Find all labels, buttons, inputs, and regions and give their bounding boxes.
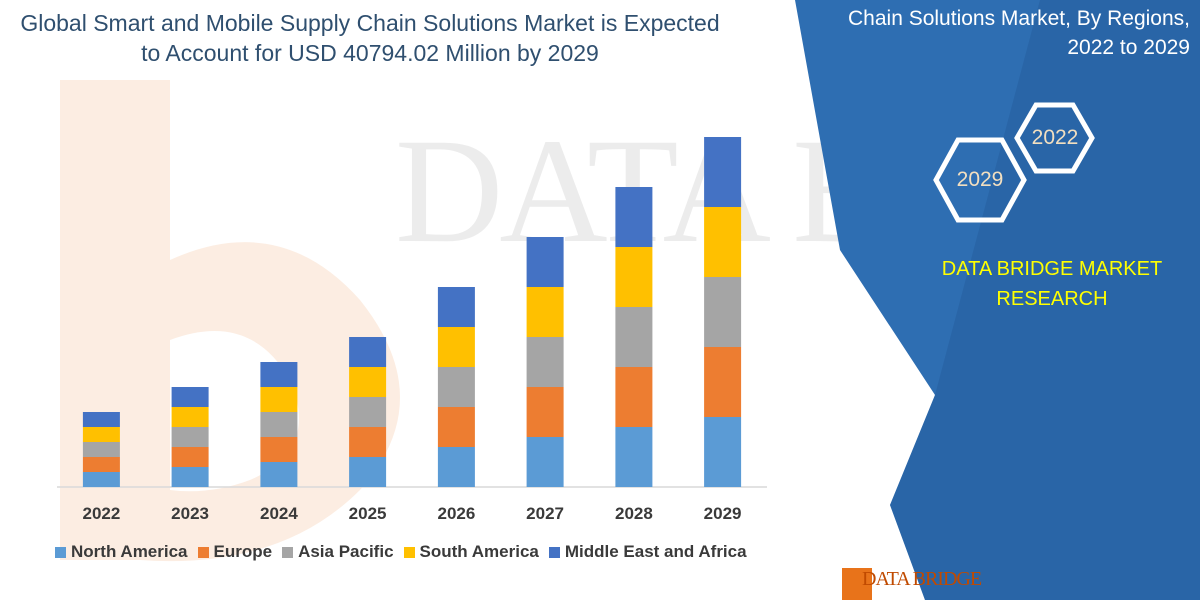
chart-title: Global Smart and Mobile Supply Chain Sol… <box>0 8 740 68</box>
x-tick-label: 2027 <box>526 504 564 523</box>
bar-segment <box>615 367 653 427</box>
bar-segment <box>704 417 742 487</box>
legend-item: South America <box>403 542 539 562</box>
bar-segment <box>526 387 564 437</box>
bar-segment <box>437 327 475 367</box>
bar-segment <box>171 467 209 487</box>
bar-segment <box>260 362 298 387</box>
bar-segment <box>82 442 120 457</box>
bar-segment <box>615 247 653 307</box>
x-tick-label: 2024 <box>260 504 298 523</box>
legend-item: North America <box>55 542 188 562</box>
bar-segment <box>82 412 120 427</box>
legend-label: North America <box>71 542 188 561</box>
bar-segment <box>526 237 564 287</box>
x-tick-label: 2023 <box>171 504 209 523</box>
bar-segment <box>437 287 475 327</box>
bar-segment <box>615 307 653 367</box>
bar-segment <box>171 427 209 447</box>
brand-line-1: DATA BRIDGE MARKET <box>941 258 1163 280</box>
logo-mark-icon <box>842 568 872 600</box>
legend-swatch <box>55 546 66 558</box>
bar-segment <box>82 457 120 472</box>
chart-title-line-1: Global Smart and Mobile Supply Chain Sol… <box>20 10 720 36</box>
panel-title-line-2: 2022 to 2029 <box>1067 36 1190 59</box>
bar-segment <box>171 387 209 407</box>
bar-segment <box>260 412 298 437</box>
legend-label: Asia Pacific <box>298 542 394 561</box>
bar-segment <box>349 457 387 487</box>
bar-segment <box>615 187 653 247</box>
bar-segment <box>260 387 298 412</box>
x-tick-label: 2022 <box>82 504 120 523</box>
hexagon-right-icon <box>1014 102 1095 174</box>
hex-left-label: 2029 <box>956 168 1004 191</box>
bar-segment <box>171 447 209 467</box>
bar-segment <box>437 407 475 447</box>
bar-segment <box>349 367 387 397</box>
legend-label: Middle East and Africa <box>564 542 747 561</box>
logo-text: DATA BRIDGE <box>862 568 982 590</box>
bar-segment <box>171 407 209 427</box>
legend-swatch <box>548 546 560 558</box>
bar-segment <box>437 367 475 407</box>
bar-segment <box>437 447 475 487</box>
panel-title-line-1: Chain Solutions Market, By Regions, <box>848 7 1190 30</box>
chart-title-line-2: to Account for USD 40794.02 Million by 2… <box>141 40 599 66</box>
bar-segment <box>704 137 742 207</box>
panel-title: Chain Solutions Market, By Regions, 2022… <box>848 4 1190 62</box>
hex-right-label: 2022 <box>1031 126 1079 149</box>
x-tick-label: 2028 <box>615 504 653 523</box>
bar-segment <box>260 437 298 462</box>
bar-segment <box>82 472 120 487</box>
bar-segment <box>82 427 120 442</box>
bar-segment <box>704 207 742 277</box>
legend-item: Europe <box>197 542 273 562</box>
legend-item: Middle East and Africa <box>548 542 747 562</box>
legend-swatch <box>403 546 415 558</box>
bar-segment <box>615 427 653 487</box>
legend-item: Asia Pacific <box>282 542 394 562</box>
bar-segment <box>349 397 387 427</box>
x-tick-label: 2025 <box>349 504 387 523</box>
brand-name: DATA BRIDGE MARKET RESEARCH <box>920 254 1184 314</box>
bar-segment <box>704 277 742 347</box>
hexagon-left-icon <box>933 137 1027 223</box>
bar-segment <box>526 337 564 387</box>
panel-accent <box>890 0 1200 600</box>
legend-label: Europe <box>213 542 273 561</box>
legend-swatch <box>197 546 209 558</box>
bar-segment <box>349 427 387 457</box>
bar-segment <box>704 347 742 417</box>
bar-segment <box>260 462 298 487</box>
legend-swatch <box>282 546 294 558</box>
bar-segment <box>349 337 387 367</box>
x-tick-label: 2029 <box>704 504 742 523</box>
panel-background <box>795 0 1200 600</box>
brand-line-2: RESEARCH <box>996 288 1108 310</box>
chart-legend: North America Europe Asia Pacific South Ame… <box>55 540 747 564</box>
bar-segment <box>526 287 564 337</box>
legend-label: South America <box>419 542 539 561</box>
x-tick-label: 2026 <box>437 504 475 523</box>
bar-segment <box>526 437 564 487</box>
